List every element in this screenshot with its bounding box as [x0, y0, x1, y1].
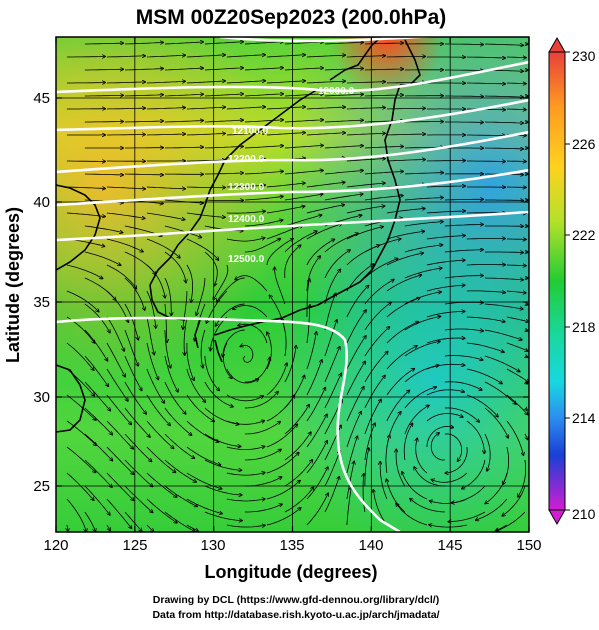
colorbar-tick-label: 218: [572, 319, 596, 335]
colorbar-gradient: [549, 52, 565, 510]
chart-title: MSM 00Z20Sep2023 (200.0hPa): [136, 6, 447, 29]
contour-label-12500: 12500.0: [228, 254, 265, 265]
y-tick-labels: 25 30 35 40 45: [33, 90, 50, 495]
x-tick-label: 120: [43, 537, 68, 554]
plot-area: 12000.0 12100.0 12200.0 12300.0 12400.0 …: [56, 30, 529, 532]
colorbar-tick-label: 230: [572, 48, 596, 64]
colorbar-tick-label: 226: [572, 136, 596, 152]
contour-label-12200: 12200.0: [228, 154, 265, 165]
x-tick-label: 130: [200, 537, 225, 554]
colorbar: 230 226 222 218 214 210: [549, 38, 596, 524]
colorbar-tick-label: 222: [572, 227, 596, 243]
colorbar-top-arrow: [549, 38, 565, 52]
colorbar-bottom-arrow: [549, 510, 565, 524]
contour-label-12100: 12100.0: [232, 126, 269, 137]
credit-data: Data from http://database.rish.kyoto-u.a…: [152, 609, 439, 621]
x-tick-label: 150: [516, 537, 541, 554]
x-tick-label: 145: [437, 537, 462, 554]
y-axis-label: Latitude (degrees): [3, 207, 23, 363]
y-tick-label: 25: [33, 478, 50, 495]
y-tick-label: 30: [33, 389, 50, 406]
streamline: [507, 161, 526, 162]
colorbar-tick-label: 214: [572, 410, 596, 426]
x-axis-label: Longitude (degrees): [204, 562, 377, 582]
credit-drawing: Drawing by DCL (https://www.gfd-dennou.o…: [153, 594, 439, 606]
x-tick-label: 140: [358, 537, 383, 554]
contour-label-12000: 12000.0: [318, 86, 355, 97]
y-tick-label: 35: [33, 294, 50, 311]
contour-label-12400: 12400.0: [228, 214, 265, 225]
streamline: [107, 135, 145, 136]
x-tick-labels: 120 125 130 135 140 145 150: [43, 537, 541, 554]
colorbar-tick-label: 210: [572, 506, 596, 522]
y-tick-label: 40: [33, 194, 50, 211]
contour-label-12300: 12300.0: [228, 182, 265, 193]
x-tick-label: 125: [122, 537, 147, 554]
streamline: [525, 304, 528, 305]
x-tick-label: 135: [279, 537, 304, 554]
y-tick-label: 45: [33, 90, 50, 107]
